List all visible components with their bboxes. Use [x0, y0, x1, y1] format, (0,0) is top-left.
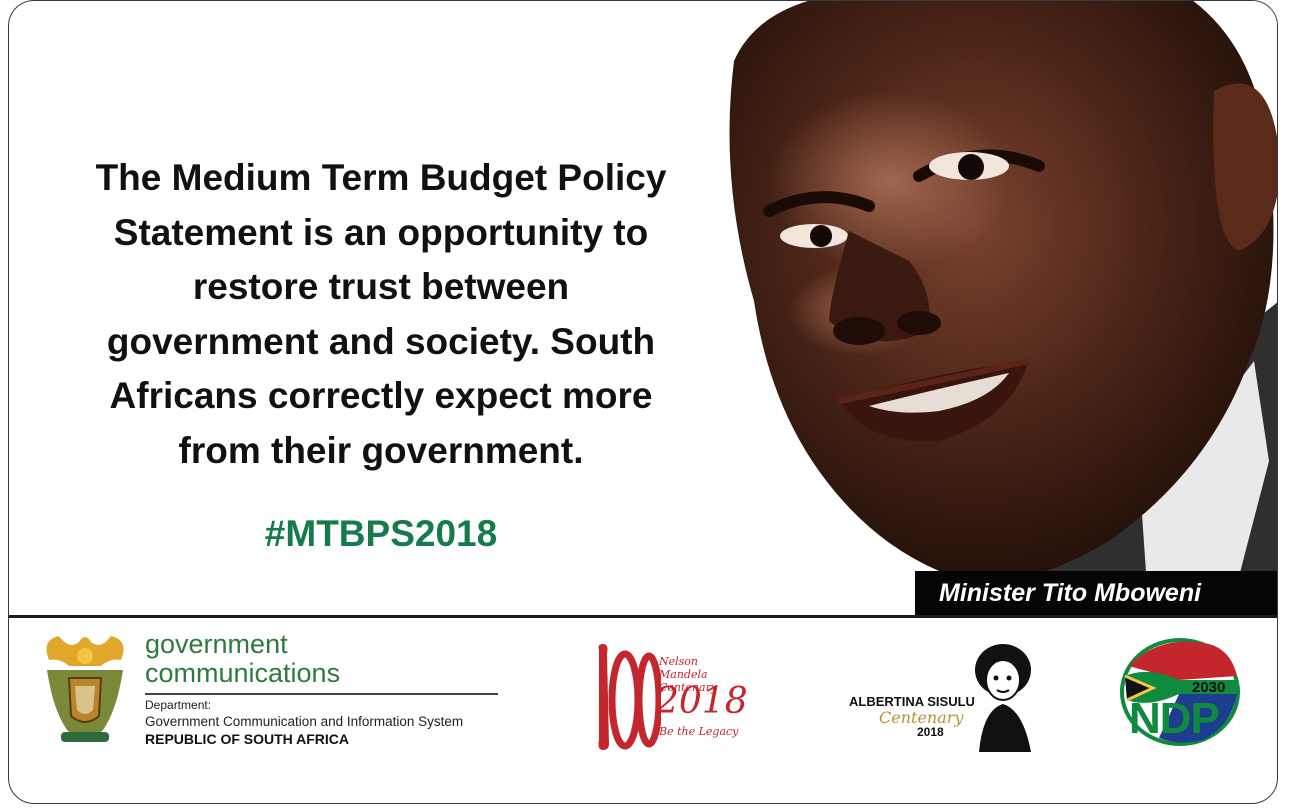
sisulu-name: ALBERTINA SISULU — [849, 694, 975, 709]
sisulu-year: 2018 — [917, 725, 944, 739]
gcis-department-label: Department: — [145, 698, 212, 712]
coat-of-arms-icon — [46, 636, 124, 742]
sisulu-centenary: Centenary — [879, 708, 964, 727]
hashtag: #MTBPS2018 — [264, 513, 498, 554]
mandela-centenary-text: Nelson Mandela Centenary — [659, 655, 718, 694]
gcis-department-name: Government Communication and Information… — [145, 714, 464, 729]
south-african-flag-swoosh-icon — [1120, 638, 1240, 746]
ndp-wordmark: NDP — [1129, 694, 1220, 743]
gcis-wordmark-line1: government — [145, 629, 288, 659]
logo-footer: government communications Department: Go… — [9, 618, 1277, 803]
albertina-sisulu-portrait-icon — [975, 644, 1031, 752]
speaker-caption: Minister Tito Mboweni — [915, 571, 1277, 615]
gcis-wordmark-line2: communications — [145, 658, 341, 688]
mandela-tagline: Be the Legacy — [659, 725, 739, 738]
mandela-100-logo — [598, 644, 661, 750]
gcis-wordmark: government communications — [145, 630, 340, 688]
ndp-year: 2030 — [1192, 679, 1226, 696]
mandela-year: 2018 — [656, 681, 748, 722]
poster-card: The Medium Term Budget Policy Statement … — [8, 0, 1278, 804]
quote-text: The Medium Term Budget Policy Statement … — [95, 157, 667, 471]
minister-portrait-photo — [709, 1, 1277, 615]
footer-divider — [9, 615, 1277, 618]
gcis-country: REPUBLIC OF SOUTH AFRICA — [145, 731, 350, 747]
gcis-rule — [145, 693, 498, 695]
